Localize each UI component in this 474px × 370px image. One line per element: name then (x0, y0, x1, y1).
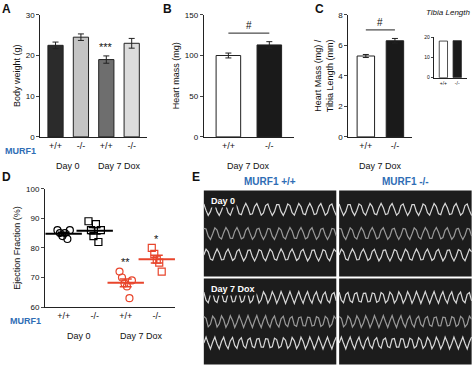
svg-text:-/-: -/- (77, 141, 86, 151)
svg-text:-/-: -/- (265, 141, 274, 151)
svg-text:D: D (2, 170, 11, 184)
svg-text:80: 80 (31, 244, 40, 253)
svg-text:0: 0 (194, 133, 199, 142)
svg-text:Day 0: Day 0 (67, 331, 91, 341)
svg-text:20: 20 (26, 51, 35, 60)
svg-text:8: 8 (338, 11, 343, 20)
svg-text:100: 100 (185, 51, 199, 60)
svg-text:10: 10 (26, 92, 35, 101)
svg-text:Body weight (g): Body weight (g) (12, 45, 22, 108)
svg-text:-/-: -/- (127, 141, 136, 151)
svg-text:+/+: +/+ (100, 141, 113, 151)
svg-text:Heart mass (mg): Heart mass (mg) (171, 42, 181, 109)
svg-text:***: *** (99, 41, 113, 53)
svg-text:E: E (192, 170, 200, 184)
svg-text:30: 30 (26, 11, 35, 20)
svg-text:6: 6 (338, 41, 343, 50)
svg-text:+/+: +/+ (222, 141, 235, 151)
svg-text:#: # (246, 20, 252, 31)
svg-text:10: 10 (424, 54, 430, 60)
svg-text:+/+: +/+ (57, 311, 70, 321)
svg-text:90: 90 (31, 214, 40, 223)
svg-text:-/-: -/- (153, 311, 162, 321)
svg-text:Day 7 Dox: Day 7 Dox (227, 161, 270, 171)
svg-text:0: 0 (427, 74, 430, 80)
svg-text:70: 70 (31, 273, 40, 282)
svg-text:B: B (163, 2, 172, 16)
svg-text:MURF1 +/+: MURF1 +/+ (244, 176, 296, 187)
svg-text:Day 7 Dox: Day 7 Dox (211, 284, 255, 294)
svg-text:-/-: -/- (455, 80, 460, 86)
svg-text:60: 60 (31, 303, 40, 312)
svg-text:+/+: +/+ (49, 141, 62, 151)
svg-text:Ejection Fraction (%): Ejection Fraction (%) (12, 206, 22, 290)
svg-text:-/-: -/- (391, 141, 400, 151)
svg-text:Day 0: Day 0 (56, 161, 80, 171)
svg-text:A: A (2, 2, 11, 16)
svg-text:Day 7 Dox: Day 7 Dox (359, 161, 402, 171)
svg-text:50: 50 (189, 92, 198, 101)
svg-text:C: C (315, 2, 324, 16)
svg-text:Tibia Length: Tibia Length (426, 8, 471, 17)
svg-text:MURF1: MURF1 (10, 316, 41, 326)
svg-text:Heart Mass (mg) /Tibia Length: Heart Mass (mg) /Tibia Length (mm) (313, 39, 335, 112)
svg-text:100: 100 (26, 185, 40, 194)
svg-text:+/+: +/+ (119, 311, 132, 321)
svg-text:2: 2 (338, 102, 343, 111)
svg-text:0: 0 (30, 133, 35, 142)
svg-text:Day 7 Dox: Day 7 Dox (98, 161, 141, 171)
svg-text:0: 0 (338, 133, 343, 142)
svg-text:-/-: -/- (90, 311, 99, 321)
svg-text:*: * (154, 233, 159, 245)
svg-text:+/+: +/+ (440, 80, 447, 86)
svg-text:150: 150 (185, 11, 199, 20)
svg-text:4: 4 (338, 72, 343, 81)
svg-text:Day 7 Dox: Day 7 Dox (120, 331, 163, 341)
svg-text:MURF1: MURF1 (5, 146, 36, 156)
svg-text:Day 0: Day 0 (211, 196, 235, 206)
svg-text:#: # (377, 17, 383, 28)
svg-text:20: 20 (424, 34, 430, 40)
svg-text:+/+: +/+ (359, 141, 372, 151)
svg-text:MURF1 -/-: MURF1 -/- (382, 176, 429, 187)
svg-text:**: ** (121, 256, 130, 268)
